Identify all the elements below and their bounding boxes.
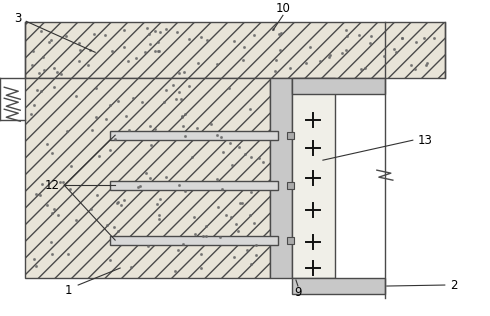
Bar <box>110 236 278 245</box>
Text: 1: 1 <box>65 283 72 296</box>
Bar <box>288 237 294 244</box>
Text: 9: 9 <box>294 286 302 299</box>
Bar <box>292 78 385 94</box>
Text: 13: 13 <box>418 134 433 147</box>
Bar <box>25 22 445 78</box>
Bar <box>25 78 270 278</box>
Text: 2: 2 <box>450 278 457 292</box>
Bar <box>292 78 335 278</box>
Text: 10: 10 <box>275 2 291 15</box>
Bar <box>288 132 294 139</box>
Bar <box>110 131 278 140</box>
Text: 12: 12 <box>45 179 60 191</box>
Bar <box>110 181 278 190</box>
Bar <box>270 78 292 278</box>
Text: 3: 3 <box>15 12 22 25</box>
Bar <box>288 182 294 189</box>
Bar <box>292 278 385 294</box>
